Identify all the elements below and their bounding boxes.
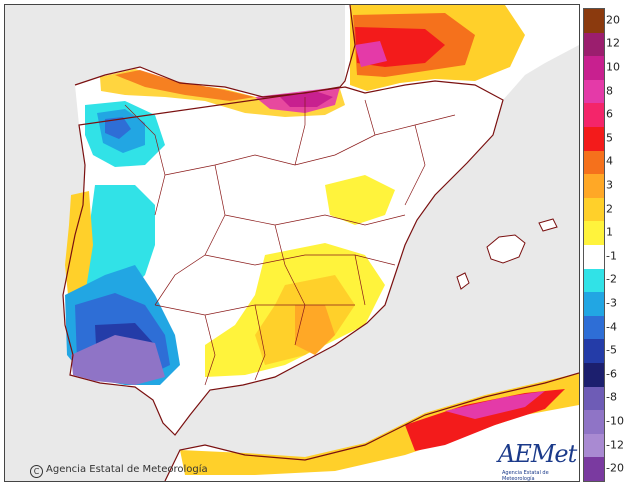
legend-label: 6 (606, 107, 613, 121)
legend-label: -5 (606, 343, 617, 357)
legend-label: -6 (606, 367, 617, 381)
legend-label: 3 (606, 178, 613, 192)
map-canvas (62, 5, 579, 481)
africa-coastline (164, 372, 579, 481)
anomaly-basque-core (280, 91, 333, 107)
legend-swatch (584, 9, 604, 33)
legend-label: 1 (606, 225, 613, 239)
logo-subtitle: Agencia Estatal de Meteorología (502, 470, 549, 482)
menorca-island (538, 218, 558, 232)
legend-label: -4 (606, 320, 617, 334)
legend-label: 12 (606, 36, 620, 50)
legend-label: 4 (606, 154, 613, 168)
legend-label: 10 (606, 60, 620, 74)
legend-swatch (584, 127, 604, 151)
legend-swatch (584, 79, 604, 104)
copyright-text: Agencia Estatal de Meteorología (46, 464, 208, 475)
legend-swatch (584, 103, 604, 128)
legend-swatch (584, 457, 604, 482)
legend-label: -3 (606, 296, 617, 310)
legend-swatch (584, 174, 604, 199)
anomaly-france-max (355, 41, 387, 67)
legend-swatch (584, 363, 604, 387)
legend-label: -1 (606, 249, 617, 263)
legend-label: -20 (606, 461, 624, 475)
color-legend (583, 8, 605, 482)
iberia-landmass (63, 5, 579, 435)
legend-label: -2 (606, 272, 617, 286)
iberia-coastline (62, 5, 504, 436)
anomaly-southeast-hot (295, 305, 335, 355)
anomaly-galicia-core (105, 117, 131, 139)
anomaly-north-coast-hot (115, 70, 255, 101)
anomaly-portugal-warm-coast (65, 191, 93, 305)
copyright-icon: C (30, 465, 43, 478)
legend-label: 20 (606, 13, 620, 27)
legend-swatch (584, 221, 604, 246)
legend-swatch (584, 150, 604, 175)
legend-swatch (584, 197, 604, 222)
legend-swatch (584, 410, 604, 435)
legend-label: -12 (606, 438, 624, 452)
province-borders (124, 97, 456, 386)
legend-swatch (584, 315, 604, 340)
legend-label: 5 (606, 131, 613, 145)
legend-swatch (584, 245, 604, 269)
legend-swatch (584, 32, 604, 57)
legend-label: 8 (606, 84, 613, 98)
anomaly-sw-min (71, 335, 165, 385)
legend-swatch (584, 339, 604, 364)
legend-swatch (584, 433, 604, 458)
mallorca-island (486, 234, 526, 264)
legend-label: -10 (606, 414, 624, 428)
legend-swatch (584, 268, 604, 293)
anomaly-northeast-warm (325, 175, 395, 225)
legend-label: -8 (606, 390, 617, 404)
copyright-notice: C Agencia Estatal de Meteorología (30, 464, 208, 478)
legend-swatch (584, 386, 604, 411)
legend-swatch (584, 292, 604, 317)
aemet-logo: AEMet Agencia Estatal de Meteorología (492, 440, 577, 482)
ibiza-island (456, 272, 470, 290)
legend-swatch (584, 56, 604, 81)
anomaly-africa-max (445, 391, 545, 419)
logo-wordmark: AEMet (498, 440, 577, 468)
legend-label: 2 (606, 202, 613, 216)
anomaly-map (4, 4, 580, 482)
